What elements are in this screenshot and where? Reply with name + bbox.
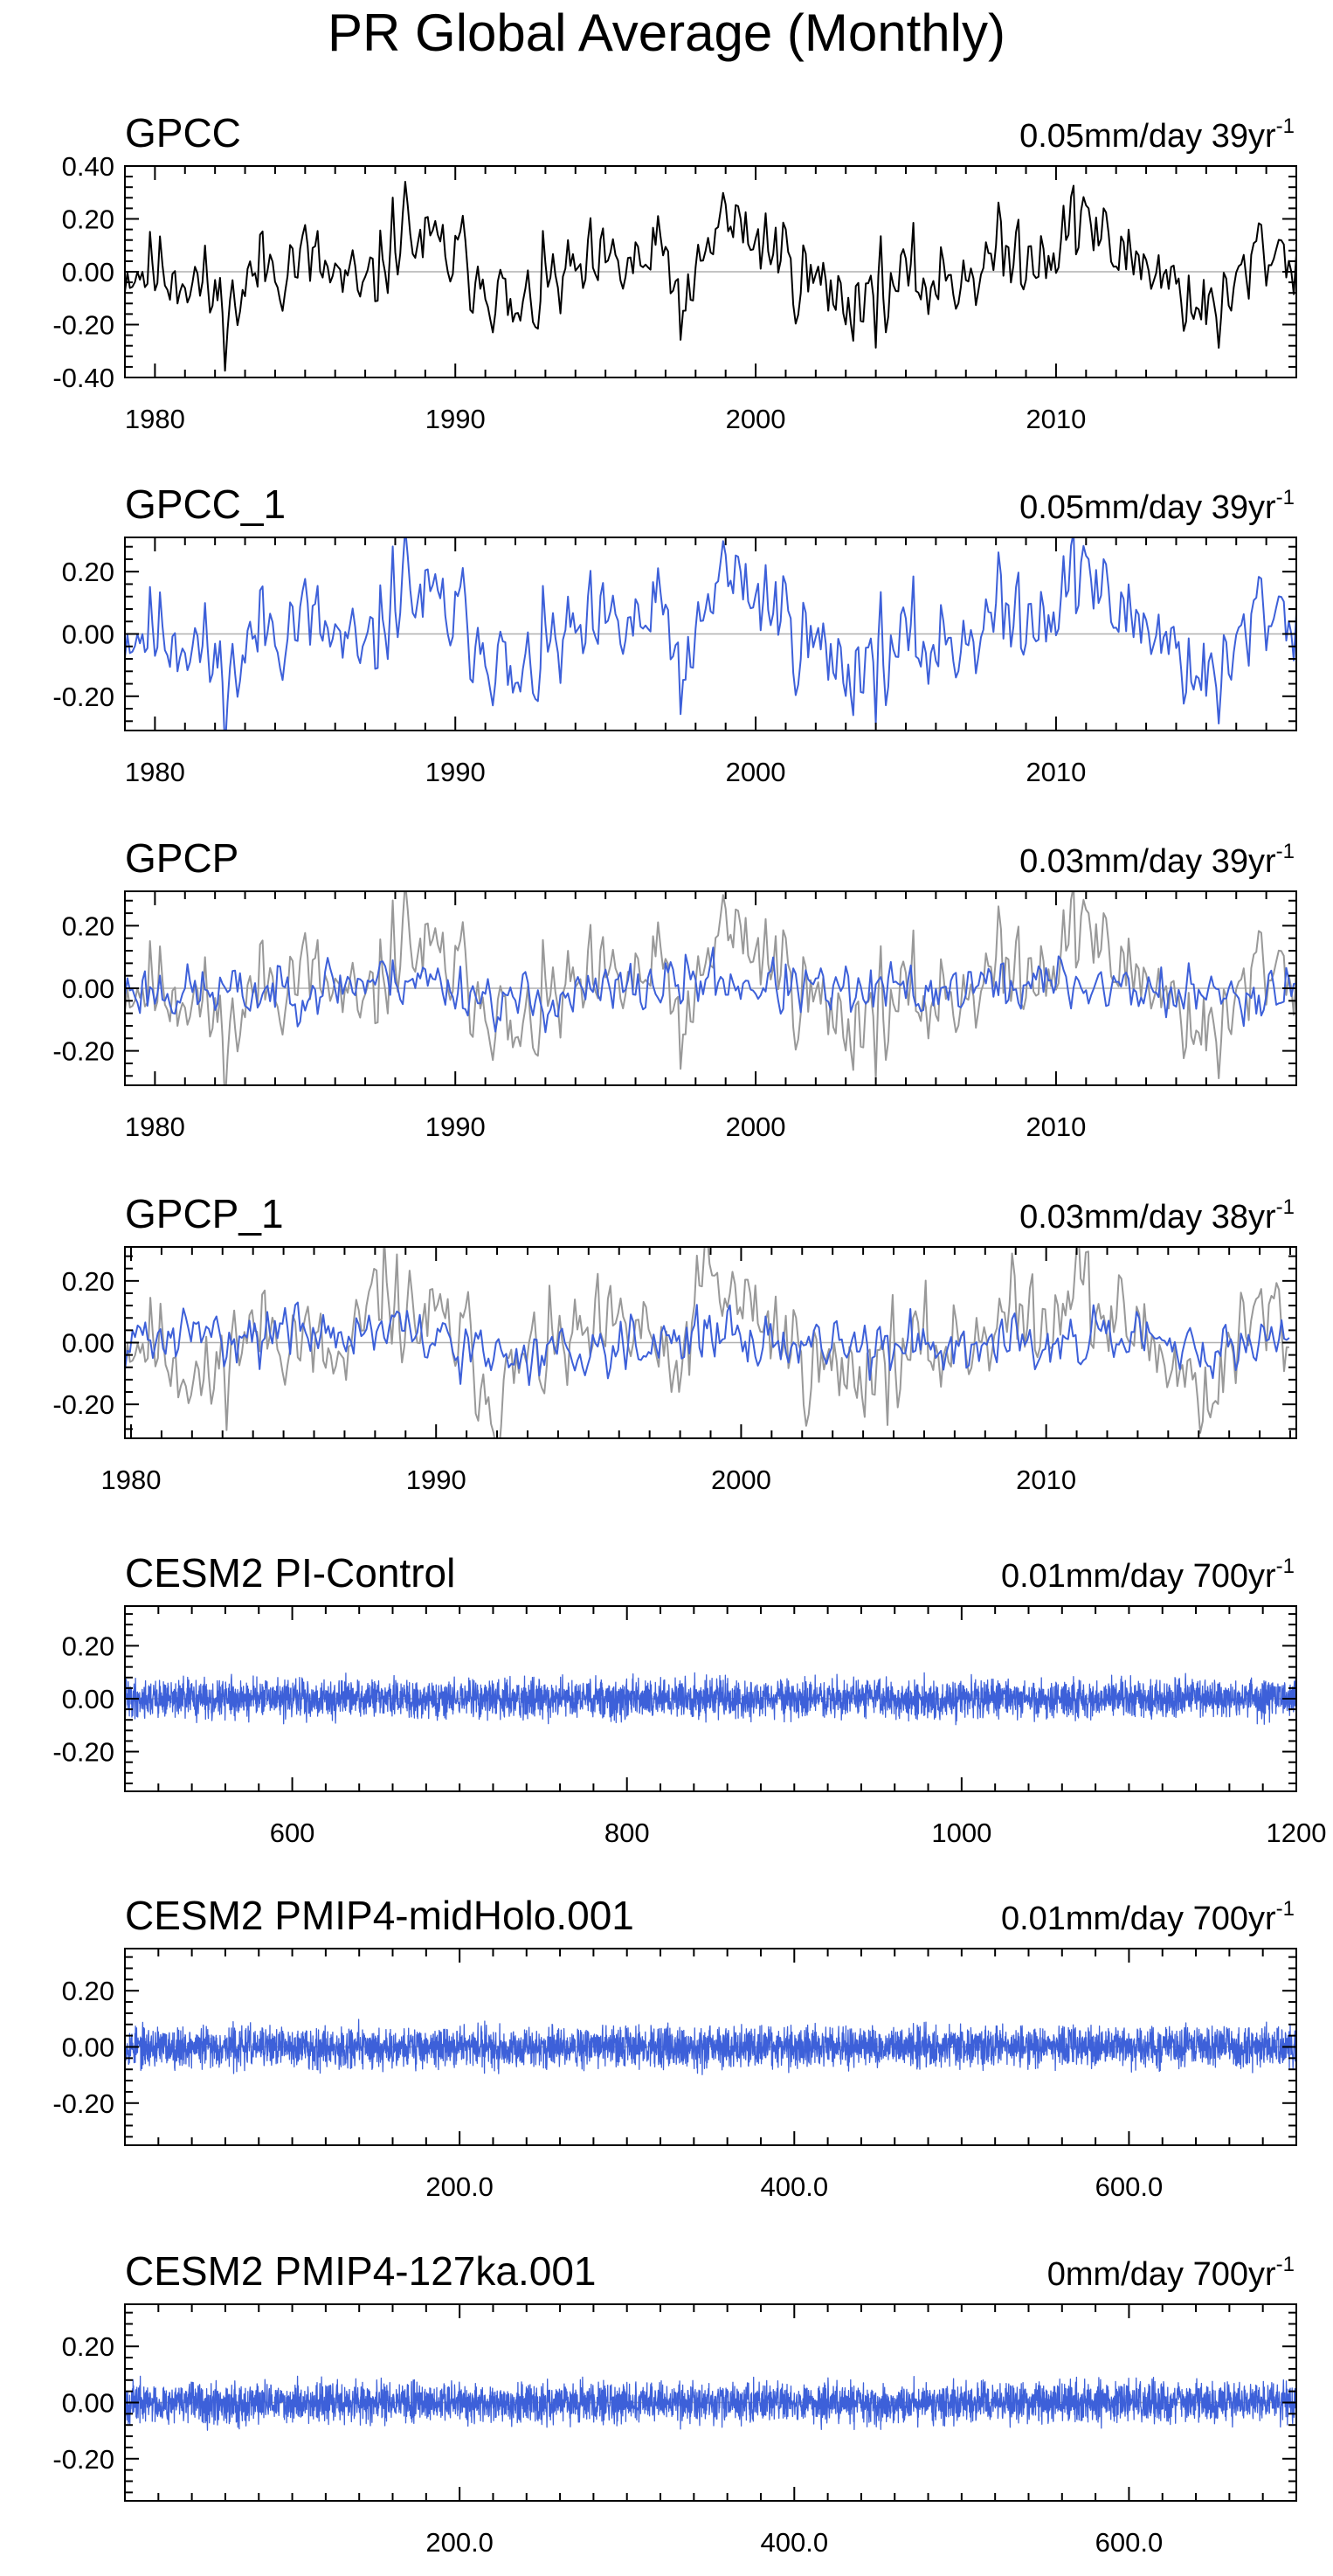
- x-tick-label: 2000: [726, 404, 786, 434]
- y-tick-label: 0.00: [62, 257, 114, 287]
- chart-panel-7: CESM2 PMIP4-127ka.001 0mm/day 700yr-1 -0.2…: [52, 2248, 1297, 2558]
- x-tick-label: 2000: [726, 757, 786, 787]
- series-line-1: [125, 891, 1296, 1085]
- trend-annotation: 0mm/day 700yr-1: [1047, 2253, 1295, 2293]
- y-tick-label: -0.20: [52, 2444, 114, 2475]
- chart-panel-1: GPCC 0.05mm/day 39yr-1 -0.40 -0.20 0.00 0.20 0…: [52, 110, 1297, 434]
- y-tick-label: 0.20: [62, 911, 114, 941]
- x-tick-label: 1980: [125, 757, 185, 787]
- y-tick-label: 0.00: [62, 2388, 114, 2419]
- x-tick-label: 1980: [125, 404, 185, 434]
- x-tick-label: 1990: [425, 404, 486, 434]
- y-tick-label: -0.40: [52, 363, 114, 393]
- x-tick-label: 200.0: [425, 2527, 494, 2558]
- y-tick-label: 0.00: [62, 2032, 114, 2063]
- trend-annotation: 0.01mm/day 700yr-1: [1001, 1555, 1295, 1595]
- trend-annotation: 0.01mm/day 700yr-1: [1001, 1897, 1295, 1937]
- chart-panel-4: GPCP_1 0.03mm/day 38yr-1 -0.20 0.00 0.20 1980…: [52, 1191, 1297, 1495]
- trend-annotation: 0.03mm/day 39yr-1: [1019, 840, 1295, 880]
- x-tick-label: 600.0: [1095, 2527, 1164, 2558]
- y-tick-label: 0.00: [62, 1328, 114, 1359]
- x-tick-label: 1990: [425, 1111, 486, 1142]
- trend-annotation: 0.05mm/day 39yr-1: [1019, 486, 1295, 526]
- x-tick-label: 2010: [1026, 757, 1086, 787]
- panel-title: CESM2 PMIP4-midHolo.001: [125, 1893, 634, 1938]
- panel-title: GPCC_1: [125, 481, 286, 527]
- y-tick-label: 0.20: [62, 2331, 114, 2362]
- x-tick-label: 2000: [726, 1111, 786, 1142]
- series-line-2: [125, 1301, 1290, 1387]
- x-tick-label: 600: [270, 1818, 315, 1848]
- y-tick-label: -0.20: [52, 682, 114, 712]
- x-tick-label: 1980: [125, 1111, 185, 1142]
- series-line-1: [125, 537, 1296, 731]
- x-tick-label: 800: [604, 1818, 650, 1848]
- panel-title: CESM2 PI-Control: [125, 1550, 455, 1596]
- x-tick-label: 200.0: [425, 2171, 494, 2202]
- series-line-2: [125, 946, 1296, 1034]
- y-tick-label: -0.20: [52, 310, 114, 341]
- y-tick-label: -0.20: [52, 2088, 114, 2119]
- y-tick-label: -0.20: [52, 1737, 114, 1768]
- x-tick-label: 600.0: [1095, 2171, 1164, 2202]
- x-tick-label: 1990: [406, 1465, 466, 1495]
- trend-annotation: 0.05mm/day 39yr-1: [1019, 114, 1295, 155]
- x-tick-label: 400.0: [760, 2527, 828, 2558]
- series-line-1: [125, 2019, 1296, 2075]
- panel-title: CESM2 PMIP4-127ka.001: [125, 2248, 597, 2294]
- series-line-1: [125, 1672, 1296, 1726]
- y-tick-label: -0.20: [52, 1389, 114, 1420]
- y-tick-label: 0.20: [62, 1976, 114, 2006]
- y-tick-label: 0.20: [62, 1266, 114, 1297]
- x-tick-label: 2010: [1026, 404, 1086, 434]
- y-tick-label: 0.00: [62, 620, 114, 650]
- panel-title: GPCP: [125, 835, 238, 881]
- chart-panel-6: CESM2 PMIP4-midHolo.001 0.01mm/day 700yr-…: [52, 1893, 1297, 2202]
- x-tick-label: 1990: [425, 757, 486, 787]
- y-tick-label: 0.20: [62, 204, 114, 235]
- panel-title: GPCC: [125, 110, 241, 156]
- y-tick-label: 0.00: [62, 973, 114, 1004]
- y-tick-label: -0.20: [52, 1036, 114, 1067]
- x-tick-label: 2010: [1016, 1465, 1076, 1495]
- series-line-1: [125, 2375, 1296, 2431]
- y-tick-label: 0.40: [62, 151, 114, 182]
- chart-panel-2: GPCC_1 0.05mm/day 39yr-1 -0.20 0.00 0.20 1980…: [52, 481, 1297, 787]
- y-tick-label: 0.20: [62, 1631, 114, 1661]
- x-tick-label: 2010: [1026, 1111, 1086, 1142]
- y-tick-label: 0.20: [62, 557, 114, 587]
- figure-title: PR Global Average (Monthly): [328, 3, 1005, 62]
- chart-panel-5: CESM2 PI-Control 0.01mm/day 700yr-1 -0.20 0…: [52, 1550, 1326, 1848]
- x-tick-label: 400.0: [760, 2171, 828, 2202]
- series-line-1: [125, 181, 1296, 372]
- x-tick-label: 2000: [711, 1465, 771, 1495]
- series-line-1: [125, 1247, 1289, 1438]
- y-tick-label: 0.00: [62, 1684, 114, 1714]
- panel-title: GPCP_1: [125, 1191, 284, 1236]
- chart-panel-3: GPCP 0.03mm/day 39yr-1 -0.20 0.00 0.20 1980 19…: [52, 835, 1297, 1142]
- x-tick-label: 1980: [101, 1465, 162, 1495]
- x-tick-label: 1200: [1267, 1818, 1327, 1848]
- x-tick-label: 1000: [931, 1818, 991, 1848]
- trend-annotation: 0.03mm/day 38yr-1: [1019, 1195, 1295, 1236]
